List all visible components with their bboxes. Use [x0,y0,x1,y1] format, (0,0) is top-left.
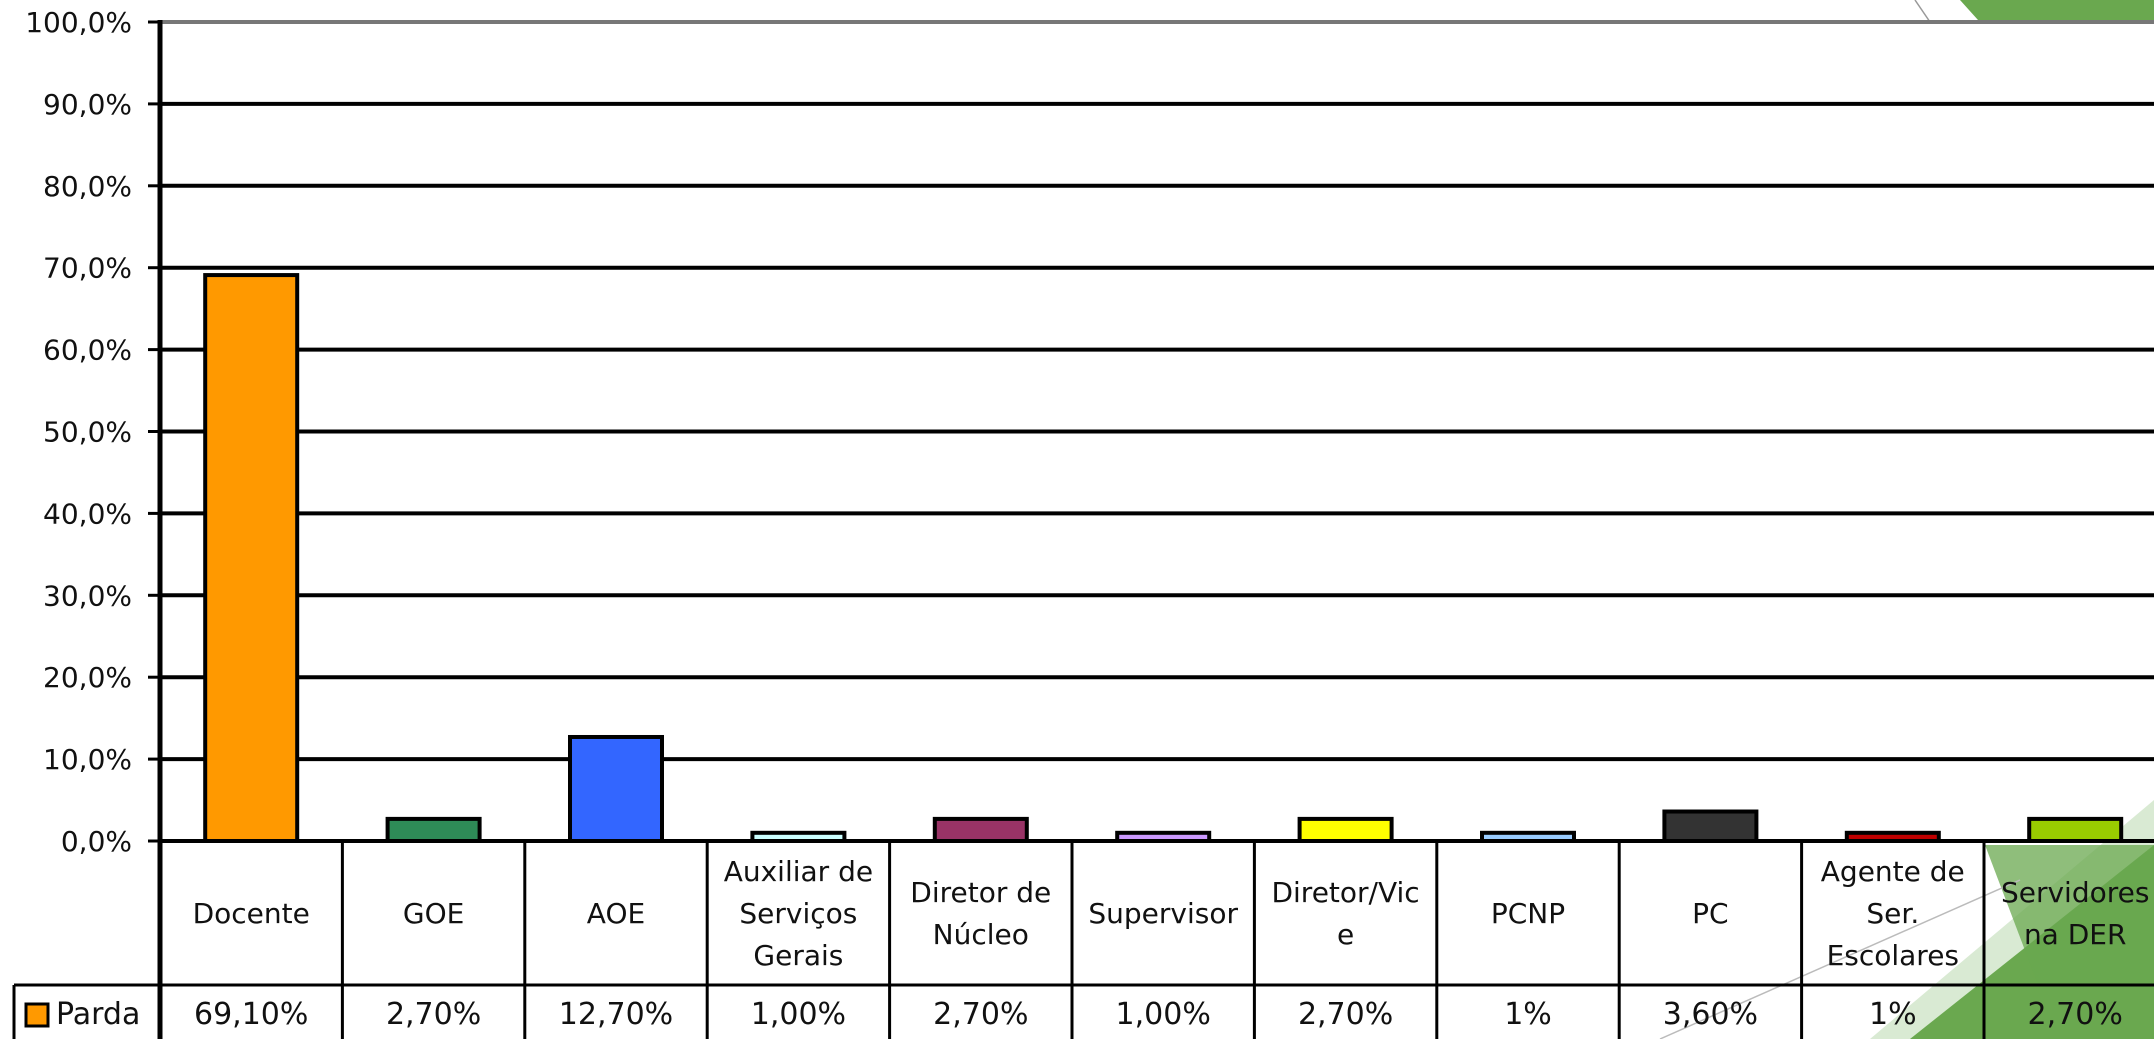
y-tick-label: 40,0% [43,497,132,530]
y-tick-label: 70,0% [43,252,132,285]
background-decoration [1659,0,2154,1039]
legend-label: Parda [56,997,140,1032]
bars [203,273,2124,844]
data-label: 12,70% [559,997,673,1032]
category-label-line: GOE [403,897,464,930]
y-tick-label: 100,0% [25,6,132,39]
y-tick-label: 0,0% [61,825,132,858]
category-label-line: Escolares [1827,939,1959,972]
category-label-line: Serviços [739,897,857,930]
category-label-line: PC [1692,897,1728,930]
category-label-line: Ser. [1866,897,1919,930]
data-label: 2,70% [933,997,1028,1032]
category-label: AOE [587,897,645,930]
category-label-line: Núcleo [933,918,1029,951]
y-tick-label: 30,0% [43,579,132,612]
category-label: Agente de Ser. Escolares [1821,855,1965,972]
category-label-line: AOE [587,897,645,930]
category-label-line: na DER [2024,918,2127,951]
y-tick-label: 90,0% [43,88,132,121]
y-tick-label: 20,0% [43,661,132,694]
category-label: Supervisor [1088,897,1238,930]
category-label: PC [1692,897,1728,930]
y-tick-label: 50,0% [43,416,132,449]
category-label-line: Docente [193,897,310,930]
background-accent-line [1659,879,2021,1039]
bar [568,734,664,843]
data-table: Docente GOE AOE Auxiliar de Serviços Gerais Di… [12,841,2154,1039]
category-label: Diretor/Vic e [1271,876,1419,951]
bar [2027,816,2124,844]
background-accent-line [1914,0,1931,23]
category-label-line: Servidores [2001,876,2149,909]
category-label-line: Auxiliar de [724,855,873,888]
bar [1297,816,1394,844]
y-tick-label: 60,0% [43,334,132,367]
bar [932,816,1029,844]
legend-swatch [24,1002,50,1028]
bar [203,273,300,844]
category-label: Auxiliar de Serviços Gerais [724,855,873,972]
background-accent-top [1960,0,2154,20]
category-label-line: Gerais [753,939,843,972]
category-label-line: Diretor de [910,876,1051,909]
bar [1662,809,1759,843]
data-label: 2,70% [1298,997,1393,1032]
data-label: 2,70% [386,997,481,1032]
data-label: 1,00% [1116,997,1211,1032]
category-label-line: Agente de [1821,855,1965,888]
category-label-line: PCNP [1491,897,1565,930]
category-label: Servidores na DER [2001,876,2149,951]
category-label: GOE [403,897,464,930]
category-label-line: e [1337,918,1354,951]
category-label-line: Supervisor [1088,897,1238,930]
data-label: 1% [1504,997,1552,1032]
category-label-line: Diretor/Vic [1271,876,1419,909]
gridlines [160,20,2154,762]
background-accent-band [1985,845,2154,990]
category-label: Docente [193,897,310,930]
data-label: 69,10% [194,997,308,1032]
data-label: 1% [1869,997,1917,1032]
data-label: 1,00% [751,997,846,1032]
category-label: PCNP [1491,897,1565,930]
data-label: 3,60% [1663,997,1758,1032]
category-label: Diretor de Núcleo [910,876,1051,951]
y-tick-label: 10,0% [43,743,132,776]
data-label: 2,70% [2028,997,2123,1032]
y-axis-ticks: 0,0% 10,0% 20,0% 30,0% 40,0% 50,0% 60,0% 70,0% 8… [25,6,160,858]
bar [385,816,482,844]
y-tick-label: 80,0% [43,170,132,203]
axes [157,20,2154,1039]
